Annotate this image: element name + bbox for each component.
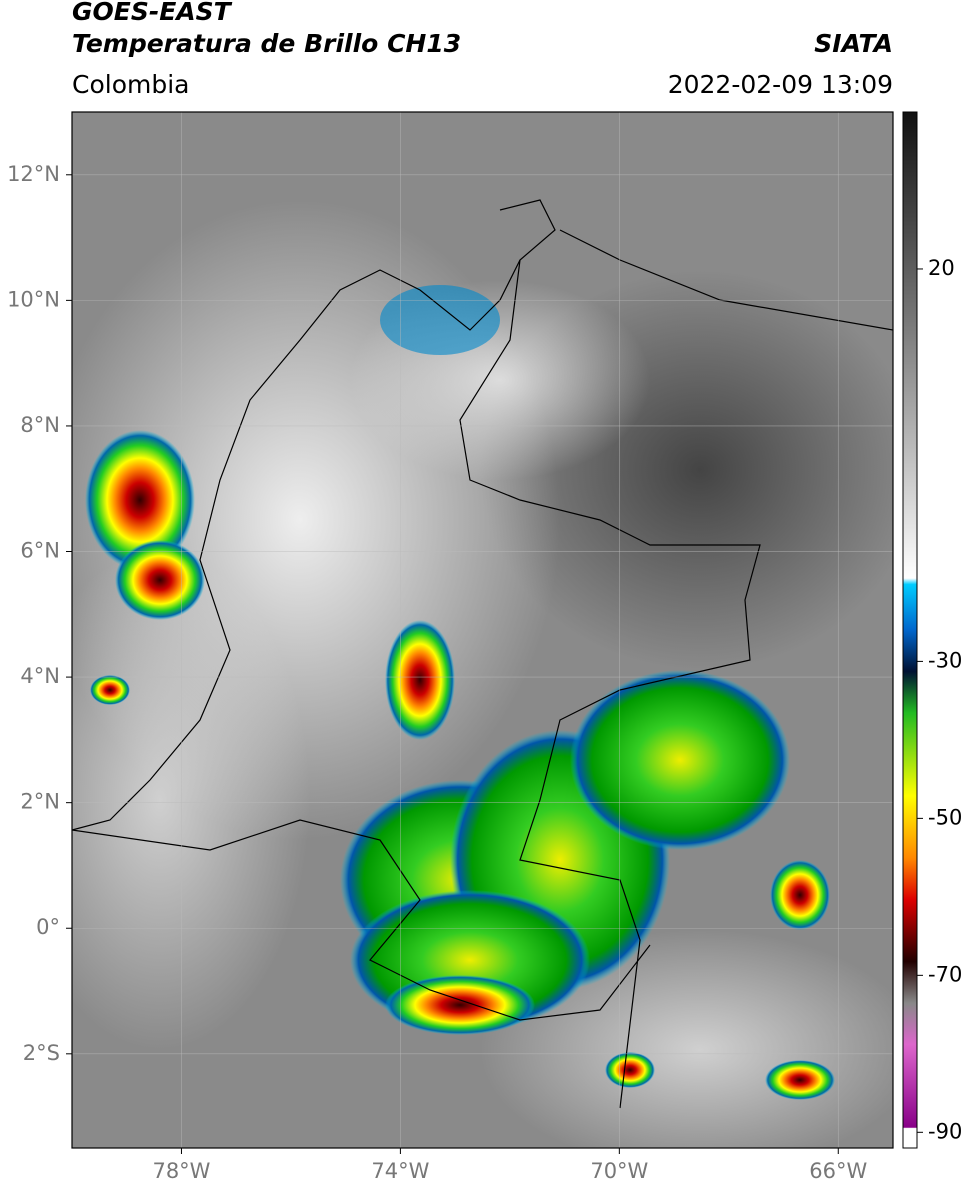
colorbar-tick-label: -70 (928, 962, 962, 986)
colorbar-tick-label: -50 (928, 805, 962, 829)
lat-tick-label: 2°S (23, 1041, 60, 1065)
lon-tick-label: 66°W (809, 1159, 867, 1183)
lat-tick-label: 8°N (20, 413, 60, 437)
datetime: 2022-02-09 13:09 (668, 70, 893, 99)
lat-tick-label: 0° (36, 915, 60, 939)
map-frame (71, 111, 894, 1149)
lat-tick-label: 6°N (20, 539, 60, 563)
lat-tick-label: 10°N (7, 287, 60, 311)
colorbar (902, 111, 918, 1149)
lon-tick-label: 70°W (590, 1159, 648, 1183)
graticule (72, 112, 893, 1148)
source: SIATA (814, 29, 893, 58)
region: Colombia (72, 70, 189, 99)
title: GOES-EAST (72, 0, 233, 26)
lat-tick-label: 12°N (7, 162, 60, 186)
lon-tick-label: 74°W (371, 1159, 429, 1183)
lat-tick-label: 4°N (20, 664, 60, 688)
satellite-image (72, 112, 893, 1148)
lon-tick-label: 78°W (152, 1159, 210, 1183)
colorbar-tick-label: 20 (928, 256, 955, 280)
lat-tick-label: 2°N (20, 790, 60, 814)
colorbar-tick-label: -30 (928, 648, 962, 672)
title: Temperatura de Brillo CH13 (72, 29, 461, 58)
colorbar-tick-label: -90 (928, 1119, 962, 1143)
